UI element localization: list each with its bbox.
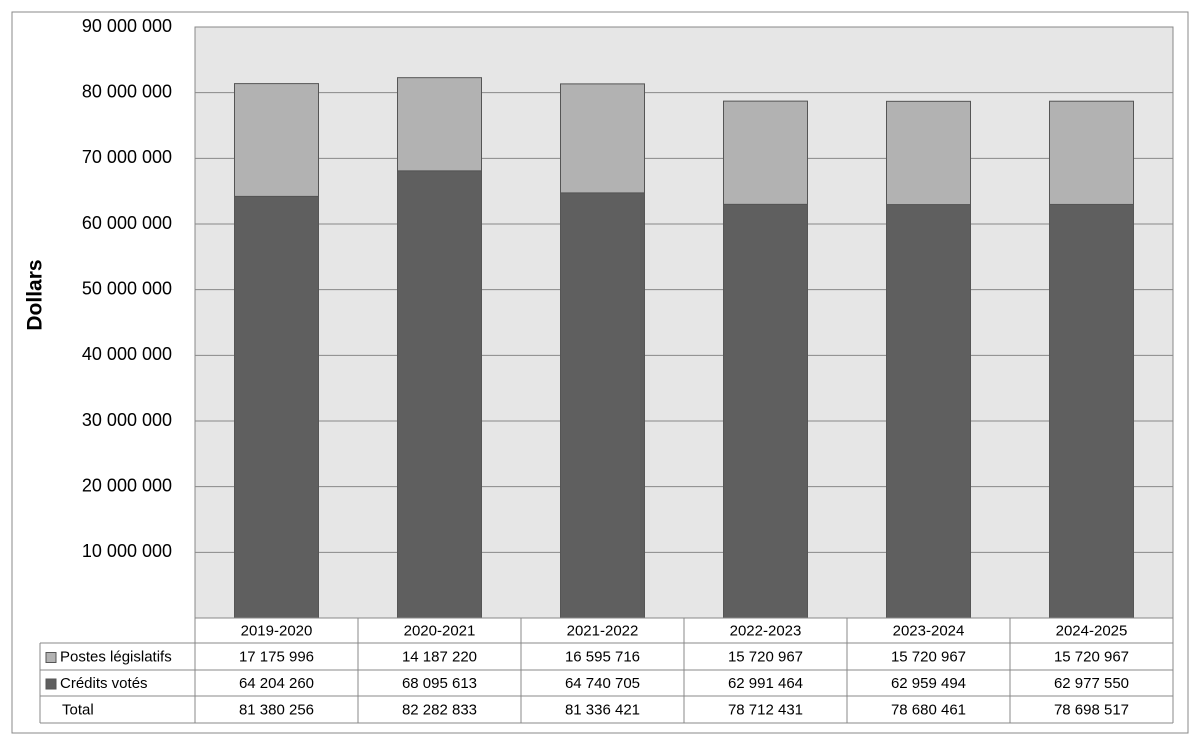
- total-value: 78 698 517: [1054, 701, 1129, 718]
- x-tick-label: 2019-2020: [241, 622, 313, 639]
- table-value: 62 959 494: [891, 675, 966, 692]
- x-tick-label: 2024-2025: [1056, 622, 1128, 639]
- y-tick-label: 70 000 000: [82, 147, 172, 167]
- table-value: 16 595 716: [565, 648, 640, 665]
- total-value: 81 380 256: [239, 701, 314, 718]
- table-value: 17 175 996: [239, 648, 314, 665]
- plot-area: [194, 26, 1174, 619]
- total-value: 78 712 431: [728, 701, 803, 718]
- bar-segment: [560, 83, 645, 194]
- bar-segment: [234, 83, 319, 197]
- table-value: 62 977 550: [1054, 675, 1129, 692]
- table-value: 62 991 464: [728, 675, 803, 692]
- table-value: 64 204 260: [239, 675, 314, 692]
- y-tick-label: 50 000 000: [82, 278, 172, 298]
- y-axis-label: Dollars: [24, 259, 47, 330]
- table-value: 14 187 220: [402, 648, 477, 665]
- legend-label: Postes législatifs: [60, 648, 172, 665]
- bar-segment: [560, 192, 645, 619]
- x-tick-label: 2020-2021: [404, 622, 476, 639]
- total-label: Total: [62, 701, 94, 718]
- table-value: 15 720 967: [1054, 648, 1129, 665]
- legend-swatch: [45, 652, 57, 663]
- y-tick-label: 90 000 000: [82, 16, 172, 36]
- total-value: 82 282 833: [402, 701, 477, 718]
- y-tick-label: 20 000 000: [82, 475, 172, 495]
- bar-segment: [1049, 203, 1134, 619]
- bar-segment: [886, 204, 971, 619]
- bar-segment: [723, 203, 808, 619]
- bar-segment: [397, 77, 482, 172]
- table-value: 15 720 967: [728, 648, 803, 665]
- legend-label: Crédits votés: [60, 675, 148, 692]
- y-tick-label: 60 000 000: [82, 213, 172, 233]
- table-value: 15 720 967: [891, 648, 966, 665]
- bar-segment: [723, 100, 808, 205]
- table-value: 64 740 705: [565, 675, 640, 692]
- bar-segment: [397, 170, 482, 619]
- x-tick-label: 2022-2023: [730, 622, 802, 639]
- x-tick-label: 2023-2024: [893, 622, 965, 639]
- bar-segment: [234, 195, 319, 619]
- x-tick-label: 2021-2022: [567, 622, 639, 639]
- y-tick-label: 80 000 000: [82, 81, 172, 101]
- total-value: 81 336 421: [565, 701, 640, 718]
- bar-segment: [886, 100, 971, 206]
- y-tick-label: 10 000 000: [82, 541, 172, 561]
- table-value: 68 095 613: [402, 675, 477, 692]
- legend-swatch: [45, 678, 57, 690]
- total-value: 78 680 461: [891, 701, 966, 718]
- y-tick-label: 40 000 000: [82, 344, 172, 364]
- bar-segment: [1049, 100, 1134, 205]
- y-tick-label: 30 000 000: [82, 410, 172, 430]
